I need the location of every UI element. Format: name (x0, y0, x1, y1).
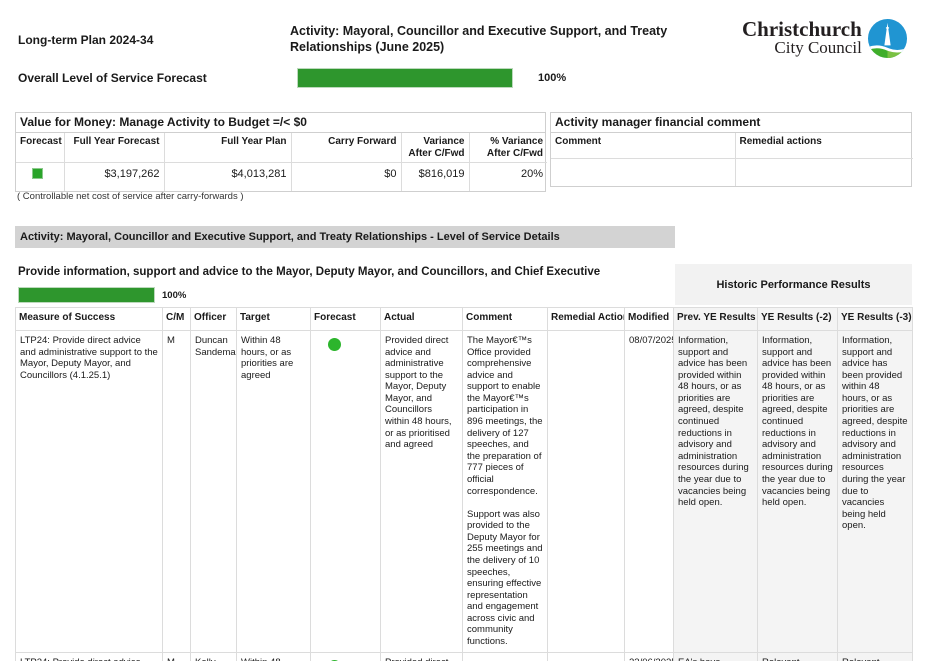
los-header-row: Measure of Success C/M Officer Target Fo… (15, 307, 913, 331)
prev-ye-cell: Information, support and advice has been… (673, 330, 758, 653)
activity-title: Activity: Mayoral, Councillor and Execut… (290, 24, 668, 54)
value-for-money-grid: Forecast Full Year Forecast Full Year Pl… (16, 133, 547, 191)
los-progress-bar (18, 287, 155, 303)
overall-forecast-label: Overall Level of Service Forecast (18, 71, 207, 85)
forecast-status-square-icon (32, 168, 43, 179)
vfm-col-full-year-forecast: Full Year Forecast (63, 133, 164, 163)
remedial-cell (547, 651, 625, 661)
vfm-col-forecast: Forecast (16, 133, 64, 163)
los-col-target: Target (236, 307, 311, 331)
vfm-col-carry-forward: Carry Forward (290, 133, 401, 163)
vfm-col-variance-after-cfwd: Variance After C/Fwd (400, 133, 469, 163)
measure-cell: LTP24: Provide direct advice and support… (15, 651, 163, 661)
los-col-measure: Measure of Success (15, 307, 163, 331)
fin-comment-cell (551, 158, 735, 186)
prev-ye-cell: EA's have provided information, support (673, 651, 758, 661)
target-cell: Within 48 hours, or as priorities are ag… (236, 330, 311, 653)
fin-remedial-cell (734, 158, 913, 186)
los-row-2: LTP24: Provide direct advice and support… (15, 651, 913, 661)
vfm-full-year-plan: $4,013,281 (163, 162, 291, 191)
forecast-cell (310, 330, 381, 653)
vfm-pct-variance-after-cfwd: 20% (468, 162, 547, 191)
vfm-variance-after-cfwd: $816,019 (400, 162, 469, 191)
los-col-prev-ye: Prev. YE Results (673, 307, 758, 331)
council-logo: Christchurch City Council (742, 18, 908, 59)
section-header-bar: Activity: Mayoral, Councillor and Execut… (15, 226, 675, 248)
target-cell: Within 48 hours, or as priorities (236, 651, 311, 661)
measure-cell: LTP24: Provide direct advice and adminis… (15, 330, 163, 653)
logo-name-top: Christchurch (742, 17, 862, 42)
officer-cell: Kelly Ferguson (190, 651, 237, 661)
fin-col-remedial-actions: Remedial actions (734, 133, 913, 159)
actual-cell: Provided direct advice and administrativ… (380, 330, 463, 653)
los-col-actual: Actual (380, 307, 463, 331)
financial-comment-grid: Comment Remedial actions (551, 133, 913, 186)
los-col-ye2: YE Results (-2) (757, 307, 838, 331)
modified-cell: 08/07/2025 (624, 330, 674, 653)
overall-forecast-progress-bar (297, 68, 513, 88)
fin-col-comment: Comment (551, 133, 735, 159)
vfm-carry-forward: $0 (290, 162, 401, 191)
cm-cell: M (162, 330, 191, 653)
los-col-forecast: Forecast (310, 307, 381, 331)
ye3-cell: Relevant information, (837, 651, 913, 661)
los-progress-value: 100% (162, 290, 187, 301)
ye3-cell: Information, support and advice has been… (837, 330, 913, 653)
financial-comment-title: Activity manager financial comment (551, 113, 911, 133)
los-col-comment: Comment (462, 307, 548, 331)
council-logo-icon (867, 18, 907, 59)
financial-comment-table: Activity manager financial comment Comme… (550, 112, 913, 187)
los-row-1: LTP24: Provide direct advice and adminis… (15, 330, 913, 653)
modified-cell: 23/06/2025 (624, 651, 674, 661)
remedial-cell (547, 330, 625, 653)
actual-cell: Provided direct advice and support (380, 651, 463, 661)
overall-forecast-value: 100% (538, 72, 567, 84)
council-logo-text: Christchurch City Council (742, 17, 862, 58)
plan-title: Long-term Plan 2024-34 (18, 33, 154, 47)
vfm-footnote: ( Controllable net cost of service after… (17, 191, 244, 202)
logo-name-bottom: City Council (774, 38, 862, 58)
los-col-cm: C/M (162, 307, 191, 331)
los-subtitle: Provide information, support and advice … (18, 266, 601, 278)
historic-performance-header: Historic Performance Results (675, 264, 912, 305)
vfm-full-year-forecast: $3,197,262 (63, 162, 164, 191)
los-col-modified: Modified (624, 307, 674, 331)
vfm-col-full-year-plan: Full Year Plan (163, 133, 291, 163)
value-for-money-table: Value for Money: Manage Activity to Budg… (15, 112, 547, 192)
value-for-money-title: Value for Money: Manage Activity to Budg… (16, 113, 545, 133)
los-table: Measure of Success C/M Officer Target Fo… (15, 307, 913, 661)
officer-cell: Duncan Sandeman (190, 330, 237, 653)
fin-data-row (551, 158, 913, 186)
forecast-green-dot-icon (328, 338, 341, 351)
comment-cell (462, 651, 548, 661)
comment-cell: The Mayor€™s Office provided comprehensi… (462, 330, 548, 653)
los-col-officer: Officer (190, 307, 237, 331)
los-col-remedial: Remedial Action (547, 307, 625, 331)
vfm-data-row: $3,197,262 $4,013,281 $0 $816,019 20% (16, 162, 547, 191)
forecast-cell (310, 651, 381, 661)
ye2-cell: Relevant information, advice (757, 651, 838, 661)
ye2-cell: Information, support and advice has been… (757, 330, 838, 653)
vfm-col-pct-variance-after-cfwd: % Variance After C/Fwd (468, 133, 547, 163)
los-col-ye3: YE Results (-3) (837, 307, 913, 331)
cm-cell: M (162, 651, 191, 661)
forecast-green-dot-icon (328, 659, 341, 661)
